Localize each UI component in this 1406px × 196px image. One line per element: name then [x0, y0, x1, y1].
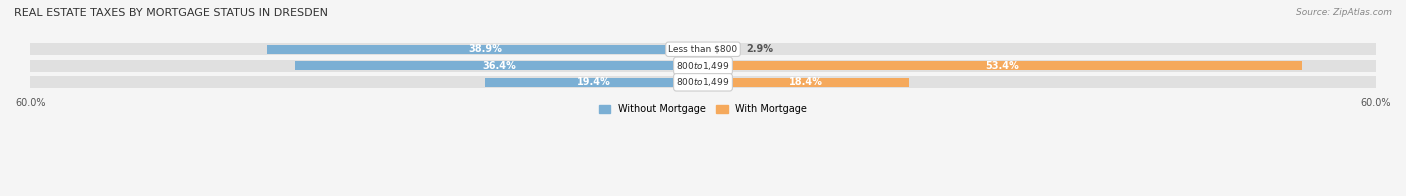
Text: Source: ZipAtlas.com: Source: ZipAtlas.com: [1296, 8, 1392, 17]
Bar: [267, 45, 703, 54]
Bar: [703, 43, 1375, 55]
Text: REAL ESTATE TAXES BY MORTGAGE STATUS IN DRESDEN: REAL ESTATE TAXES BY MORTGAGE STATUS IN …: [14, 8, 328, 18]
Bar: [703, 76, 1375, 88]
Text: 53.4%: 53.4%: [986, 61, 1019, 71]
Bar: [703, 60, 1375, 72]
Bar: [703, 45, 735, 54]
Text: Less than $800: Less than $800: [668, 45, 738, 54]
Bar: [31, 60, 703, 72]
Text: $800 to $1,499: $800 to $1,499: [676, 60, 730, 72]
Text: 19.4%: 19.4%: [578, 77, 612, 87]
Bar: [703, 78, 910, 87]
Text: $800 to $1,499: $800 to $1,499: [676, 76, 730, 88]
Legend: Without Mortgage, With Mortgage: Without Mortgage, With Mortgage: [595, 100, 811, 118]
Bar: [485, 78, 703, 87]
Bar: [703, 61, 1302, 70]
Text: 2.9%: 2.9%: [747, 44, 773, 54]
Text: 18.4%: 18.4%: [789, 77, 823, 87]
Bar: [31, 43, 703, 55]
Text: 38.9%: 38.9%: [468, 44, 502, 54]
Text: 36.4%: 36.4%: [482, 61, 516, 71]
Bar: [31, 76, 703, 88]
Bar: [295, 61, 703, 70]
